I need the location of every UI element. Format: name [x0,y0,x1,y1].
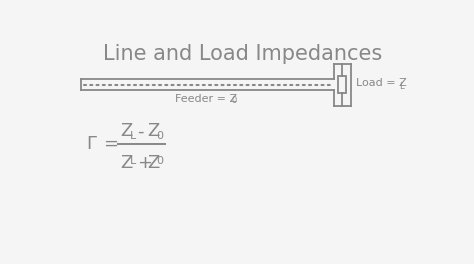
Text: 0: 0 [156,156,163,166]
Text: +: + [137,154,153,172]
Text: -: - [137,122,144,140]
Text: Feeder = Z: Feeder = Z [175,94,237,104]
Bar [338,76,346,93]
Text: 0: 0 [231,96,237,105]
Text: Line and Load Impedances: Line and Load Impedances [103,44,383,64]
Text: Z: Z [147,122,159,140]
Text: Load = Z: Load = Z [356,78,407,87]
Text: L: L [130,131,136,141]
Text: Z: Z [120,154,133,172]
Text: Γ: Γ [86,135,96,153]
Text: Z: Z [120,122,133,140]
Text: L: L [130,156,136,166]
Text: Z: Z [147,154,159,172]
Text: L: L [399,82,403,91]
Text: 0: 0 [156,131,163,141]
Text: =: = [103,135,118,153]
